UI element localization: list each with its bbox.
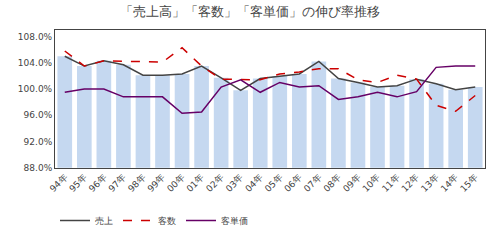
svg-text:01年: 01年 — [185, 172, 207, 194]
svg-text:08年: 08年 — [321, 172, 343, 194]
svg-text:客単価: 客単価 — [221, 216, 248, 226]
svg-text:売上: 売上 — [95, 216, 113, 226]
svg-text:04年: 04年 — [243, 172, 265, 194]
svg-text:09年: 09年 — [341, 172, 363, 194]
svg-text:15年: 15年 — [458, 172, 480, 194]
svg-text:10年: 10年 — [361, 172, 383, 194]
svg-text:100.0%: 100.0% — [18, 84, 53, 94]
svg-text:11年: 11年 — [380, 172, 402, 194]
svg-text:92.0%: 92.0% — [24, 137, 53, 147]
svg-text:98年: 98年 — [126, 172, 148, 194]
svg-text:108.0%: 108.0% — [18, 32, 53, 42]
svg-text:「売上高」「客数」「客単価」の伸び率推移: 「売上高」「客数」「客単価」の伸び率推移 — [120, 4, 380, 19]
svg-text:99年: 99年 — [146, 172, 168, 194]
svg-text:03年: 03年 — [224, 172, 246, 194]
svg-text:96.0%: 96.0% — [24, 110, 53, 120]
svg-text:07年: 07年 — [302, 172, 324, 194]
svg-text:96年: 96年 — [87, 172, 109, 194]
svg-text:06年: 06年 — [282, 172, 304, 194]
svg-text:客数: 客数 — [158, 216, 176, 226]
svg-text:104.0%: 104.0% — [18, 58, 53, 68]
svg-text:12年: 12年 — [400, 172, 422, 194]
svg-text:97年: 97年 — [106, 172, 128, 194]
svg-text:95年: 95年 — [67, 172, 89, 194]
svg-text:05年: 05年 — [263, 172, 285, 194]
svg-text:14年: 14年 — [439, 172, 461, 194]
svg-text:02年: 02年 — [204, 172, 226, 194]
svg-text:00年: 00年 — [165, 172, 187, 194]
svg-text:94年: 94年 — [48, 172, 70, 194]
svg-text:88.0%: 88.0% — [24, 163, 53, 173]
svg-text:13年: 13年 — [419, 172, 441, 194]
